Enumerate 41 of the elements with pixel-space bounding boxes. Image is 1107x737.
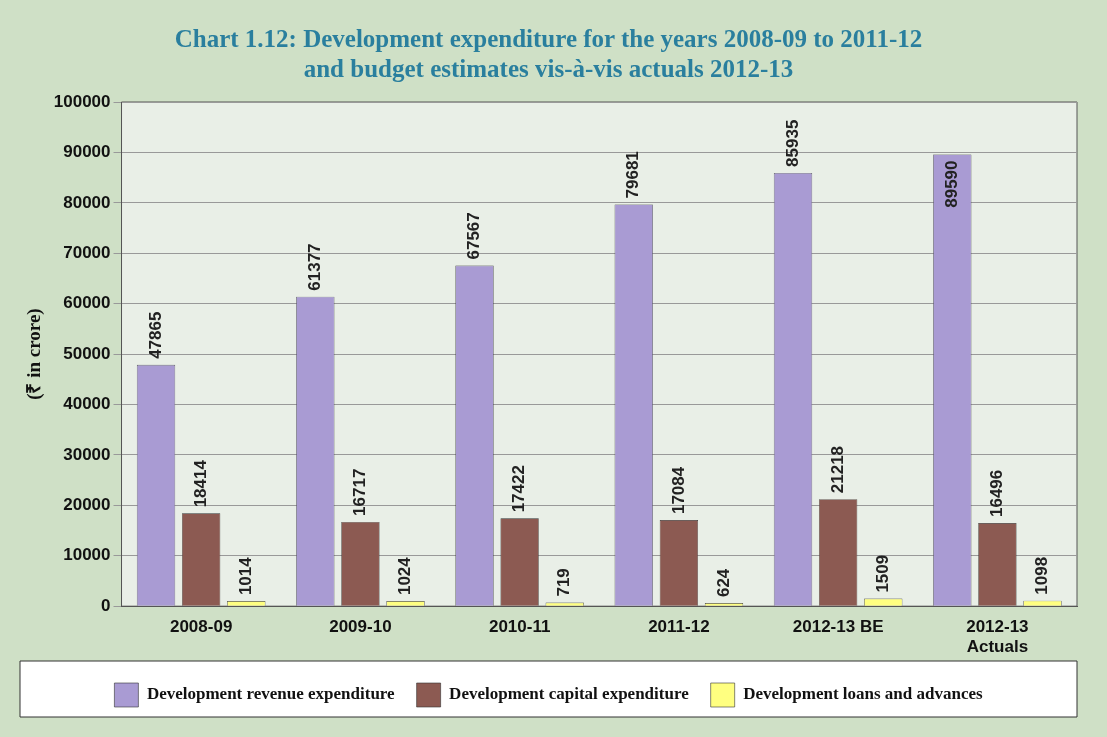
y-tick-label: 100000 xyxy=(53,91,111,111)
data-label: 61377 xyxy=(304,243,324,291)
data-label: 1509 xyxy=(872,554,892,593)
y-tick-label: 40000 xyxy=(63,394,111,414)
y-tick-label: 80000 xyxy=(63,192,111,212)
data-label: 18414 xyxy=(190,459,210,508)
data-label: 1098 xyxy=(1032,556,1052,595)
data-label: 624 xyxy=(713,568,733,598)
y-tick-label: 60000 xyxy=(63,293,111,313)
legend-label: Development capital expenditure xyxy=(449,684,690,704)
legend-label: Development revenue expenditure xyxy=(146,684,396,704)
y-tick-label: 70000 xyxy=(63,242,111,262)
x-tick-label: 2008-09 xyxy=(169,617,233,637)
y-tick-label: 90000 xyxy=(63,142,111,162)
x-tick-label: 2010-11 xyxy=(488,617,551,637)
y-tick-label: 50000 xyxy=(63,343,111,363)
data-label: 719 xyxy=(554,568,574,597)
data-label: 17084 xyxy=(668,466,688,515)
y-tick-label: 10000 xyxy=(63,545,111,565)
data-label: 89590 xyxy=(941,160,961,208)
x-tick-label: 2012-13 Actuals xyxy=(966,617,1029,657)
data-label: 21218 xyxy=(827,445,847,494)
data-label: 47865 xyxy=(145,311,165,359)
data-label: 16717 xyxy=(350,468,370,516)
text: and budget estimates vis-à-vis actuals 2012-13 xyxy=(303,55,794,83)
data-label: 1024 xyxy=(395,556,415,596)
data-label: 17422 xyxy=(509,465,529,513)
data-label: 1014 xyxy=(235,556,255,596)
data-label: 85935 xyxy=(782,119,802,167)
data-label: 16496 xyxy=(987,469,1007,518)
legend-label: Development loans and advances xyxy=(743,684,983,704)
y-axis-title: (₹ in crore) xyxy=(23,308,46,400)
x-tick-label: 2011-12 xyxy=(648,617,710,637)
data-label: 67567 xyxy=(464,212,484,260)
data-label: 79681 xyxy=(623,151,643,199)
y-tick-label: 30000 xyxy=(63,444,111,464)
y-tick-label: 0 xyxy=(101,595,111,615)
x-tick-label: 2012-13 BE xyxy=(792,617,884,637)
y-tick-label: 20000 xyxy=(63,495,111,515)
x-tick-label: 2009-10 xyxy=(329,617,392,637)
text: Chart 1.12: Development expenditure for the years 2008-09 to 2011-12 xyxy=(174,25,923,53)
